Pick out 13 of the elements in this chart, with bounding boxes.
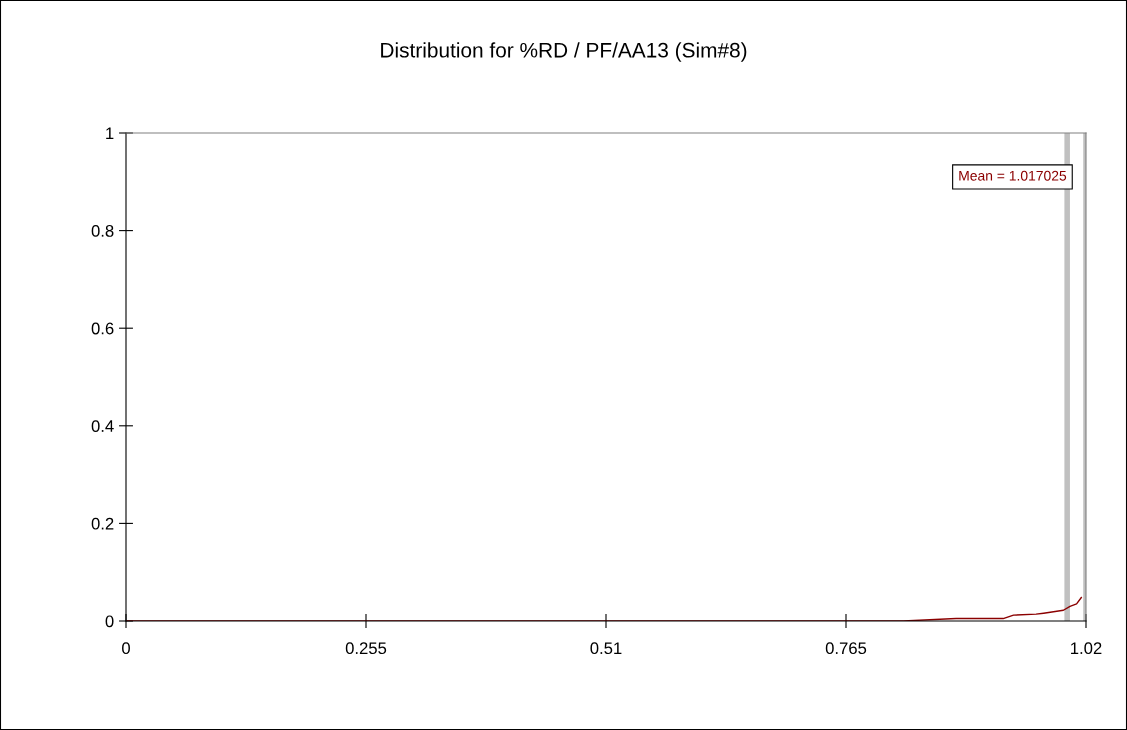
y-tick-label: 0.8: [91, 225, 114, 237]
x-tick-label: 0: [122, 642, 130, 655]
x-tick-label: 1.02: [1071, 642, 1102, 655]
y-tick-label: 0.2: [91, 517, 114, 530]
x-tick-label: 0.765: [825, 642, 867, 655]
y-tick-label: 0.6: [91, 322, 114, 335]
chart-title: Distribution for %RD / PF/AA13 (Sim#8): [381, 42, 747, 62]
y-tick-label: 1: [106, 127, 114, 140]
annotation: Mean = 1.017025: [959, 170, 1067, 181]
x-tick-label: 0.51: [590, 642, 622, 655]
x-tick-label: 0.255: [345, 642, 387, 655]
y-tick-label: 0: [105, 615, 114, 628]
y-tick-label: 0.4: [91, 420, 114, 432]
